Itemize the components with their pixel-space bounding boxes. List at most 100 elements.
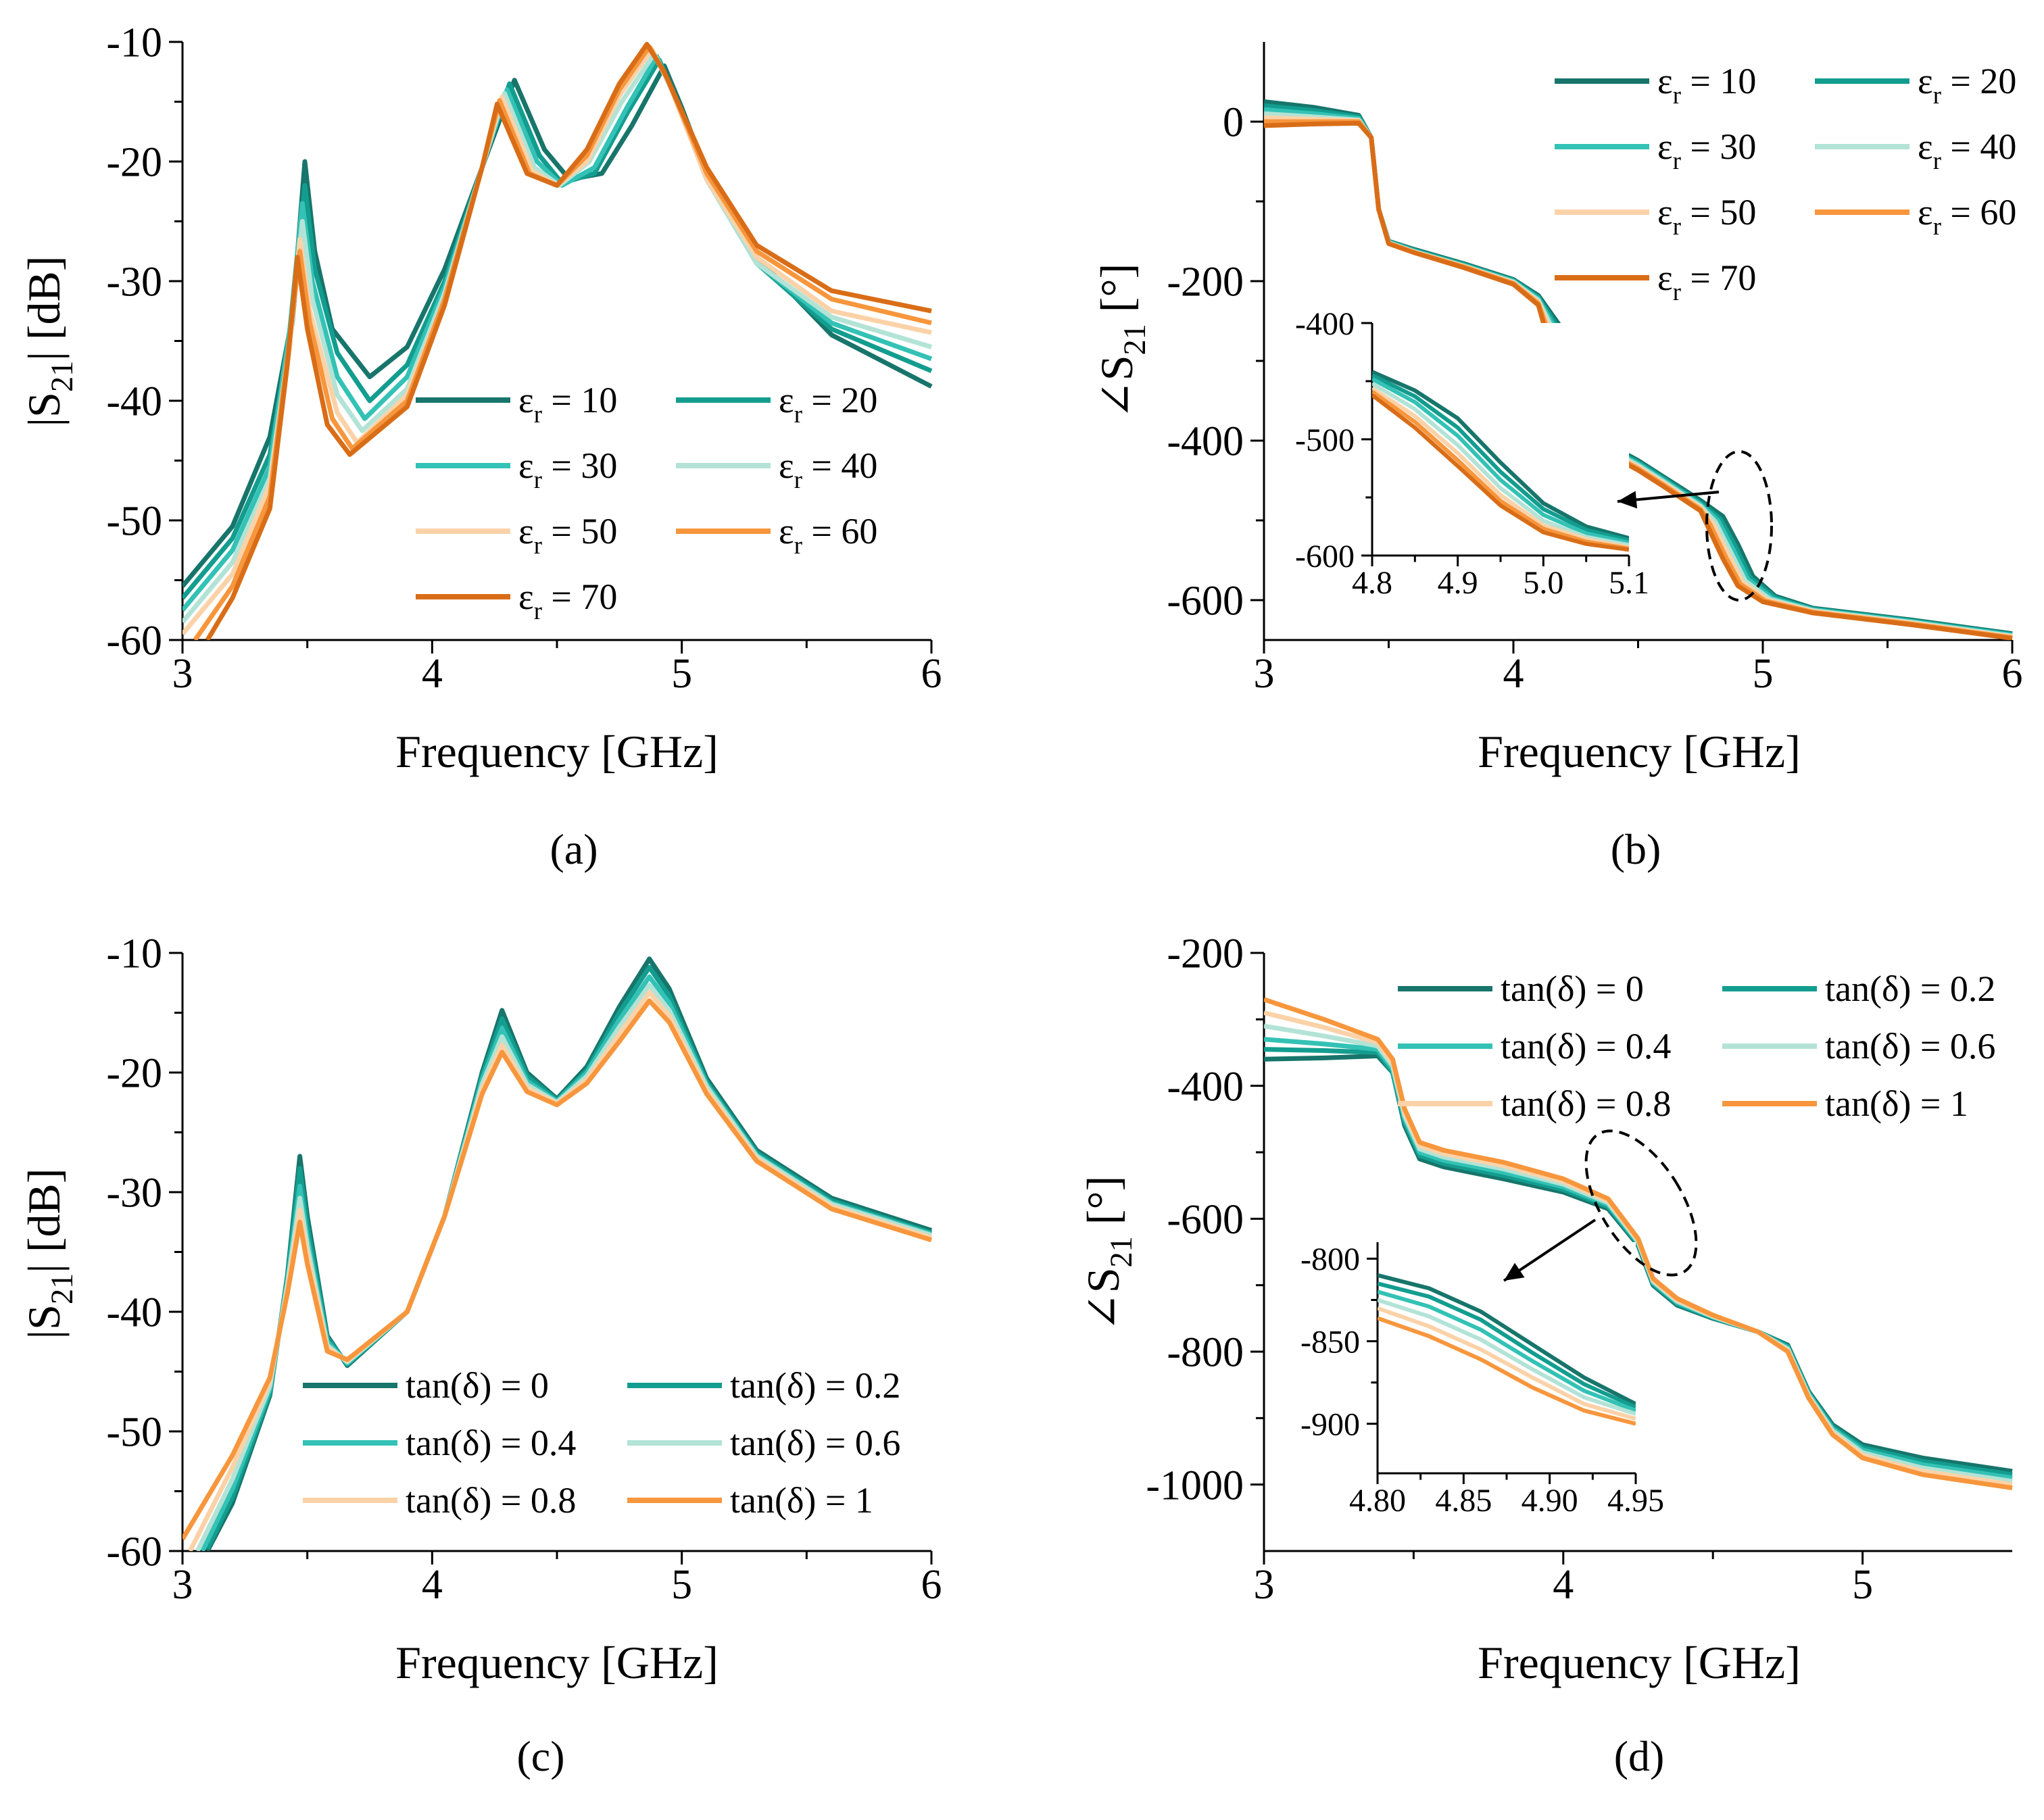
legend-label: εr = 30 (518, 445, 617, 493)
panel-c: 3 4 5 6 -60 -50 -40 -30 -20 -10 Frequency [GHz] |S2… (18, 931, 942, 1780)
x-tick-label: 3 (172, 651, 193, 697)
legend-label-rest: = 10 (542, 380, 617, 420)
legend-label-rest: = 70 (542, 576, 617, 617)
legend-label-base: ε (779, 511, 794, 551)
y-axis-label-rest: | [dB] (18, 1169, 70, 1273)
panel-d: 3 4 5 -1000 -800 -600 -400 -200 Frequency [GHz] ∠… (1077, 931, 2013, 1780)
inset-x-tick-label: 5.1 (1609, 565, 1649, 601)
legend-label-base: ε (1918, 126, 1933, 167)
legend-label: tan(δ) = 0.4 (1501, 1026, 1671, 1066)
legend-label: tan(δ) = 0.2 (1825, 968, 1995, 1009)
legend-label-base: ε (1657, 192, 1673, 232)
legend-label-rest: = 20 (802, 380, 877, 420)
series-group (182, 956, 933, 1551)
inset-series-line (1378, 1316, 1636, 1426)
legend-label-base: tan(δ) = 0.6 (730, 1423, 900, 1463)
x-tick-label: 3 (1254, 1562, 1275, 1608)
inset-x-tick-label: 4.9 (1438, 565, 1478, 601)
x-tick-label: 6 (921, 1562, 942, 1608)
x-tick-label: 4 (1553, 1562, 1574, 1608)
series-line (182, 998, 933, 1541)
inset-x-tick-label: 4.95 (1607, 1483, 1664, 1519)
y-tick-label: -1000 (1146, 1462, 1244, 1508)
y-axis-label-base: |S (18, 392, 70, 426)
inset-x-tick-label: 4.90 (1522, 1483, 1578, 1519)
legend-label-sub: r (794, 400, 802, 428)
inset-series-line (1372, 393, 1629, 552)
y-tick-label: -200 (1167, 931, 1244, 977)
legend-label: tan(δ) = 0 (406, 1365, 549, 1406)
legend-label: εr = 10 (1657, 61, 1756, 109)
inset-background (1378, 1242, 1636, 1473)
panel-a: 3 4 5 6 -60 -50 -40 -30 -20 -10 Frequency [GHz] |S2… (18, 20, 942, 873)
legend-label-base: ε (518, 445, 534, 486)
inset-series-group (1372, 370, 1629, 552)
panel-caption: (c) (516, 1732, 564, 1780)
legend-label-sub: r (1933, 212, 1941, 240)
zoom-ellipse (1705, 450, 1773, 601)
legend-label-rest: = 50 (542, 511, 617, 551)
y-tick-label: -600 (1167, 579, 1244, 624)
inset-series-line (1372, 376, 1629, 545)
x-tick-label: 4 (422, 1562, 443, 1608)
legend-label: εr = 20 (779, 380, 877, 428)
zoom-arrow-head (1504, 1262, 1525, 1281)
inset-series-line (1378, 1306, 1636, 1421)
legend-label-sub: r (534, 531, 542, 559)
legend-label-base: ε (518, 511, 534, 551)
zoom-arrow-head (1617, 491, 1638, 509)
legend-label-sub: r (534, 597, 542, 624)
x-tick-label: 5 (1852, 1562, 1873, 1608)
y-axis-label-base: ∠S (1077, 1267, 1129, 1331)
y-axis-label-rest: [°] (1077, 1176, 1129, 1236)
legend-label: εr = 30 (1657, 126, 1756, 174)
legend-label-sub: r (1673, 212, 1681, 240)
x-tick-label: 5 (671, 651, 692, 697)
legend-label-base: tan(δ) = 0.2 (1825, 968, 1995, 1009)
legend-label-base: tan(δ) = 0.2 (730, 1365, 900, 1406)
x-tick-label: 5 (671, 1562, 692, 1608)
inset-series-line (1378, 1289, 1636, 1413)
y-axis-label: ∠S21 [°] (1091, 264, 1152, 420)
legend-label-rest: = 60 (1941, 192, 2016, 232)
panel-caption: (d) (1614, 1732, 1665, 1780)
inset-series-line (1378, 1281, 1636, 1410)
series-group (182, 42, 933, 640)
panel-caption: (b) (1611, 825, 1661, 873)
y-axis-label-sub: 21 (1118, 324, 1152, 355)
y-tick-label: 0 (1223, 100, 1244, 146)
y-tick-label: -10 (106, 20, 162, 66)
legend-label-base: ε (779, 445, 794, 486)
legend-label-sub: r (794, 531, 802, 559)
legend-label-sub: r (534, 466, 542, 493)
inset-series-line (1372, 386, 1629, 549)
x-axis-label: Frequency [GHz] (395, 726, 719, 777)
y-axis-label-rest: [°] (1091, 264, 1142, 324)
inset-y-tick-label: -400 (1295, 306, 1355, 342)
legend-label: εr = 50 (1657, 192, 1756, 240)
legend-label: εr = 60 (1918, 192, 2016, 240)
inset-series-line (1372, 373, 1629, 543)
y-axis-label-sub: 21 (45, 361, 80, 392)
y-axis-label-rest: | [dB] (18, 256, 70, 361)
y-tick-label: -200 (1167, 260, 1244, 305)
legend: tan(δ) = 0 tan(δ) = 0.2 tan(δ) = 0.4 tan(δ)… (1398, 968, 1995, 1124)
y-tick-label: -400 (1167, 1064, 1244, 1110)
y-axis-label: |S21| [dB] (18, 256, 80, 427)
y-axis-label: ∠S21 [°] (1077, 1176, 1139, 1332)
inset: 4.80 4.85 4.90 4.95 -900 -850 -800 (1300, 1241, 1664, 1519)
legend-label-rest: = 40 (1941, 126, 2016, 167)
legend-label-base: ε (518, 380, 534, 420)
y-tick-label: -50 (106, 499, 162, 545)
legend-label-base: ε (518, 576, 534, 617)
legend-label: εr = 60 (779, 511, 877, 559)
y-axis-label-sub: 21 (1104, 1236, 1139, 1267)
legend-label-sub: r (794, 466, 802, 493)
legend-label-rest: = 40 (802, 445, 877, 486)
y-tick-label: -60 (106, 618, 162, 664)
legend-label-base: tan(δ) = 0 (406, 1365, 549, 1406)
legend-label-base: tan(δ) = 0.8 (406, 1480, 576, 1521)
